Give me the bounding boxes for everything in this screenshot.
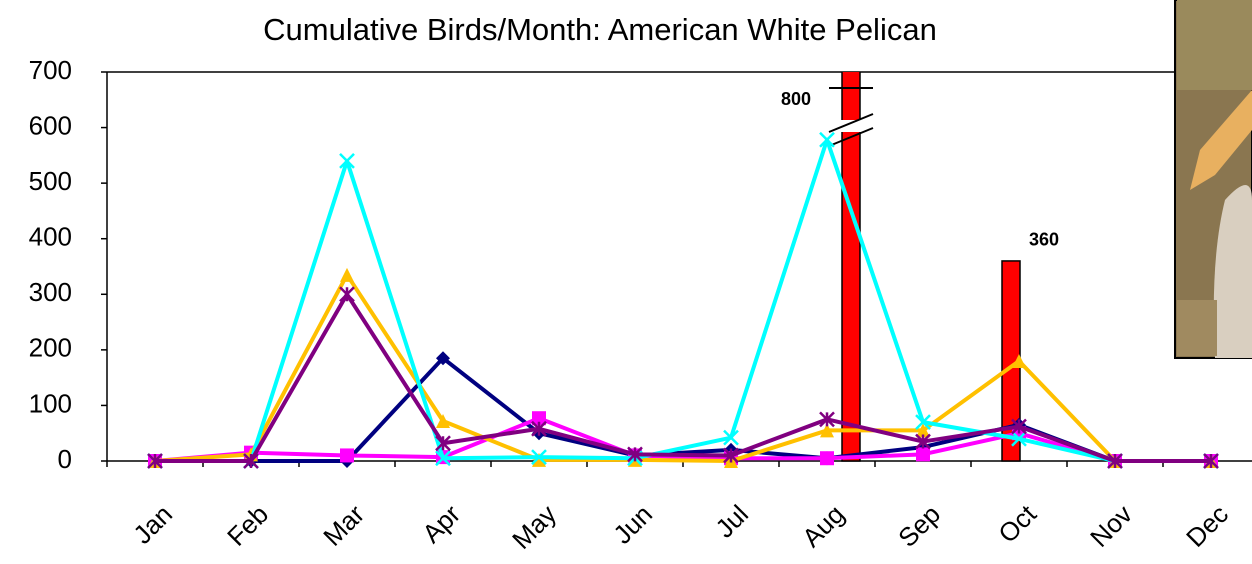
marker [147, 453, 163, 469]
marker [915, 433, 931, 450]
marker [1107, 453, 1123, 469]
data-label: 800 [781, 89, 811, 109]
photo-background [1177, 0, 1252, 90]
line [155, 137, 1211, 463]
bar-group [841, 72, 1021, 462]
marker [1012, 353, 1026, 368]
marker [435, 435, 451, 452]
x-tick-label: Oct [992, 498, 1042, 548]
x-tick-label: Nov [1084, 499, 1138, 553]
marker [532, 411, 546, 426]
axis-break [828, 127, 874, 147]
axis-break [828, 113, 874, 133]
marker [915, 414, 931, 430]
marker [532, 452, 546, 467]
marker [340, 267, 354, 282]
y-tick-label: 400 [29, 222, 72, 252]
marker [1203, 453, 1219, 469]
line [155, 292, 1211, 463]
marker [820, 451, 834, 466]
marker [339, 286, 355, 303]
marker [723, 429, 739, 446]
marker [627, 446, 643, 463]
photo-body [1213, 185, 1252, 358]
x-tick-label: Aug [796, 499, 850, 553]
marker [435, 450, 451, 467]
marker [243, 453, 259, 469]
axis-break-gap [840, 120, 862, 132]
marker [819, 131, 835, 148]
x-tick-label: May [506, 499, 562, 555]
bar [841, 72, 861, 462]
x-tick-label: Jan [127, 499, 178, 550]
line [154, 272, 1211, 463]
photo-water [1177, 300, 1217, 356]
y-tick-label: 0 [58, 444, 72, 474]
marker [340, 448, 354, 463]
marker [723, 447, 739, 464]
x-tick-label: Apr [416, 499, 466, 549]
y-tick-label: 700 [29, 55, 72, 85]
x-tick-label: Feb [221, 499, 274, 552]
y-tick-label: 100 [29, 388, 72, 418]
marker [1011, 430, 1027, 447]
marker [820, 423, 834, 438]
y-tick-label: 500 [29, 166, 72, 196]
y-tick-label: 200 [29, 333, 72, 363]
x-tick-label: Jun [607, 499, 658, 550]
marker [339, 153, 355, 169]
x-tick-label: Dec [1180, 499, 1234, 553]
marker [916, 447, 930, 462]
marker [1011, 418, 1027, 435]
marker [916, 423, 930, 438]
marker [436, 413, 450, 428]
x-tick-label: Sep [892, 499, 946, 553]
x-tick-label: Mar [317, 499, 370, 552]
marker [819, 411, 835, 428]
marker [531, 420, 547, 437]
pelican-photo [1174, 0, 1252, 359]
marker [436, 351, 450, 366]
marker [531, 449, 547, 465]
chart-title: Cumulative Birds/Month: American White P… [263, 12, 937, 47]
data-label: 360 [1029, 230, 1059, 250]
photo-beak [1190, 90, 1252, 190]
y-tick-label: 600 [29, 110, 72, 140]
x-tick-label: Jul [709, 499, 754, 544]
y-tick-label: 300 [29, 277, 72, 307]
